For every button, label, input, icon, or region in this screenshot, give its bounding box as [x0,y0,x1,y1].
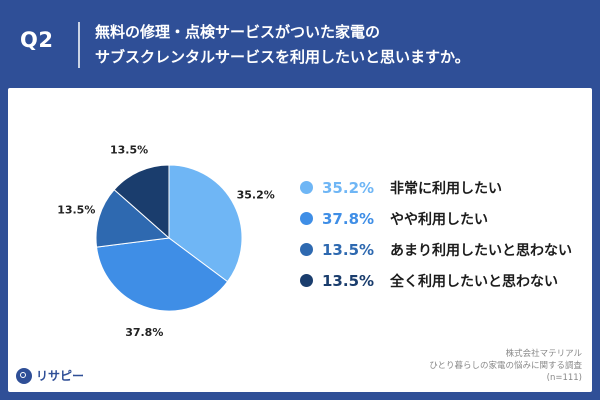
legend-swatch [300,212,313,225]
legend-item: 35.2% 非常に利用したい [300,172,590,203]
question-line-1: 無料の修理・点検サービスがついた家電の [95,23,381,41]
legend-value: 37.8% [322,209,375,228]
chart-legend: 35.2% 非常に利用したい 37.8% やや利用したい 13.5% あまり利用… [300,172,590,296]
legend-swatch [300,243,313,256]
slice-value-label: 35.2% [237,189,275,202]
legend-value: 13.5% [322,240,375,259]
source-company: 株式会社マテリアル [505,349,582,359]
legend-swatch [300,274,313,287]
legend-value: 13.5% [322,271,375,290]
slice-value-label: 13.5% [57,203,95,216]
question-header: Q2 無料の修理・点検サービスがついた家電の サブスクレンタルサービスを利用した… [0,0,600,88]
header-divider [78,22,80,68]
slice-value-label: 37.8% [125,326,163,339]
question-line-2: サブスクレンタルサービスを利用したいと思いますか。 [95,48,470,66]
source-survey: ひとり暮らしの家電の悩みに関する調査 [429,361,582,371]
legend-label: やや利用したい [390,211,488,228]
legend-value: 35.2% [322,178,375,197]
legend-label: 全く利用したいと思わない [390,273,558,290]
source-sample-size: (n=111) [546,373,582,383]
chart-card: 35.2% 37.8% 13.5% 13.5% 35.2% 非常に利用したい 37.8… [8,88,592,392]
brand-logo: リサピー [14,365,91,386]
logo-text: リサピー [36,369,85,383]
survey-source: 株式会社マテリアル ひとり暮らしの家電の悩みに関する調査 (n=111) [429,348,582,384]
logo-icon [16,367,32,384]
slice-value-label: 13.5% [110,144,148,157]
legend-item: 37.8% やや利用したい [300,203,590,234]
legend-item: 13.5% あまり利用したいと思わない [300,234,590,265]
question-number: Q2 [20,28,54,52]
pie-slice [113,164,170,240]
legend-label: 非常に利用したい [390,180,502,197]
question-text: 無料の修理・点検サービスがついた家電の サブスクレンタルサービスを利用したいと思… [95,20,590,70]
legend-label: あまり利用したいと思わない [390,242,572,259]
pie-slice [168,164,243,283]
legend-item: 13.5% 全く利用したいと思わない [300,265,590,296]
pie-slice [95,189,171,248]
legend-swatch [300,181,313,194]
pie-slice [96,237,229,312]
pie-chart: 35.2% 37.8% 13.5% 13.5% [57,144,275,339]
